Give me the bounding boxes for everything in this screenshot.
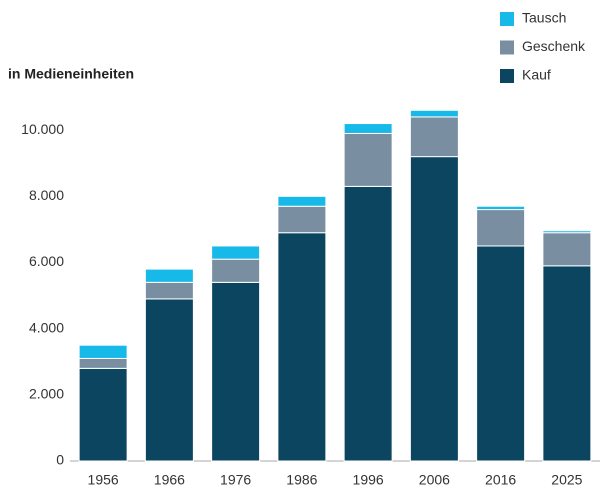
y-tick-label: 2.000 <box>29 386 64 402</box>
bar-segment <box>476 205 526 211</box>
chart-subtitle: in Medieneinheiten <box>8 66 134 82</box>
y-tick-label: 0 <box>56 452 64 468</box>
bar-segment <box>409 116 459 158</box>
x-tick-label: 2016 <box>485 472 516 488</box>
legend-label: Geschenk <box>522 38 586 54</box>
y-tick-label: 8.000 <box>29 187 64 203</box>
bar-segment <box>343 132 393 187</box>
x-tick-label: 1976 <box>220 472 251 488</box>
bar-segment <box>144 298 194 462</box>
x-tick-label: 1986 <box>286 472 317 488</box>
legend-label: Tausch <box>522 10 566 26</box>
bar-segment <box>409 109 459 118</box>
x-tick-label: 2025 <box>551 472 582 488</box>
bar-segment <box>476 245 526 462</box>
bar-segment <box>211 258 261 283</box>
legend-swatch <box>500 69 514 83</box>
x-tick-label: 1996 <box>353 472 384 488</box>
bar-segment <box>476 209 526 247</box>
bar-segment <box>78 344 128 359</box>
legend-swatch <box>500 12 514 26</box>
bar-segment <box>277 205 327 234</box>
bar-segment <box>542 230 592 234</box>
bar-segment <box>211 281 261 462</box>
bar-segment <box>409 156 459 462</box>
bar-segment <box>343 123 393 134</box>
legend-label: Kauf <box>522 67 551 83</box>
bar-segment <box>542 232 592 267</box>
x-tick-label: 1966 <box>154 472 185 488</box>
bar-segment <box>78 357 128 369</box>
y-tick-label: 6.000 <box>29 253 64 269</box>
bar-segment <box>144 281 194 300</box>
bar-segment <box>542 265 592 462</box>
bar-segment <box>144 268 194 283</box>
x-tick-label: 1956 <box>88 472 119 488</box>
bar-segment <box>211 245 261 260</box>
y-tick-label: 4.000 <box>29 319 64 335</box>
legend-swatch <box>500 40 514 55</box>
bar-segment <box>277 232 327 462</box>
bar-segment <box>277 195 327 207</box>
x-tick-label: 2006 <box>419 472 450 488</box>
bar-segment <box>343 185 393 462</box>
y-tick-label: 10.000 <box>21 121 64 137</box>
bar-segment <box>78 367 128 462</box>
